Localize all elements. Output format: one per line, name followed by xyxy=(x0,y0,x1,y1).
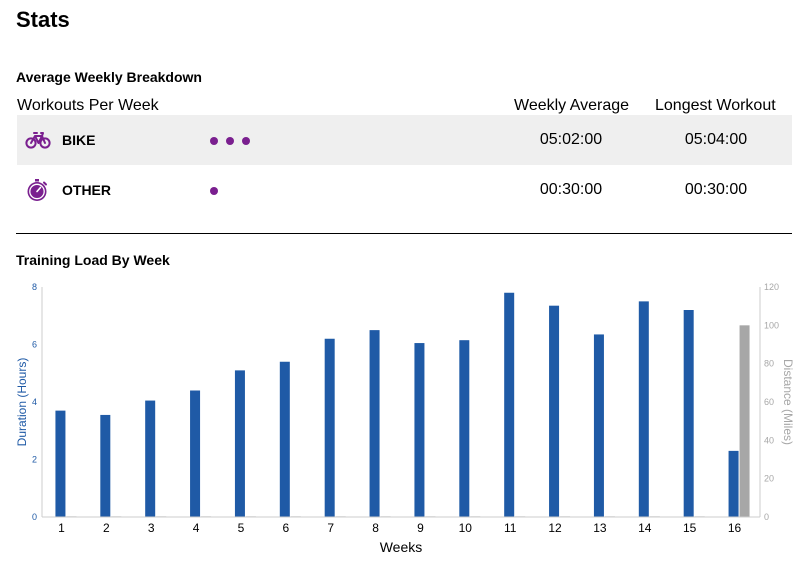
x-tick-label: 11 xyxy=(504,521,517,535)
header-weekly-average: Weekly Average xyxy=(514,97,630,114)
workout-dot xyxy=(210,137,218,145)
breakdown-row-other: OTHER 00:30:00 00:30:00 xyxy=(17,165,792,215)
duration-bar xyxy=(728,450,739,517)
weekly-average-value: 05:02:00 xyxy=(539,131,603,148)
weekly-average-value: 00:30:00 xyxy=(539,181,603,198)
duration-bar xyxy=(190,390,201,517)
x-tick-label: 7 xyxy=(327,521,334,535)
right-tick-label: 40 xyxy=(764,435,774,445)
page-title: Stats xyxy=(16,7,70,32)
left-tick-label: 8 xyxy=(32,282,37,292)
workout-dot xyxy=(242,137,250,145)
x-tick-label: 8 xyxy=(372,521,379,535)
duration-bar xyxy=(100,414,111,517)
duration-bar xyxy=(145,400,156,517)
distance-bar xyxy=(739,325,750,517)
x-tick-label: 6 xyxy=(282,521,289,535)
duration-bar xyxy=(638,301,649,517)
workout-dot xyxy=(210,187,218,195)
chart-title: Training Load By Week xyxy=(16,252,170,268)
duration-bar xyxy=(324,338,335,517)
left-tick-label: 6 xyxy=(32,340,37,350)
duration-bar xyxy=(504,292,515,517)
longest-workout-value: 05:04:00 xyxy=(684,131,748,148)
x-tick-label: 9 xyxy=(417,521,424,535)
x-tick-label: 10 xyxy=(459,521,473,535)
longest-workout-value: 00:30:00 xyxy=(684,181,748,198)
workout-dots xyxy=(210,187,226,197)
right-tick-label: 120 xyxy=(764,282,779,292)
row-label: BIKE xyxy=(62,132,96,148)
x-tick-label: 3 xyxy=(148,521,155,535)
left-tick-label: 2 xyxy=(32,455,37,465)
duration-bar xyxy=(369,330,380,517)
workout-dot xyxy=(226,137,234,145)
x-tick-label: 13 xyxy=(593,521,607,535)
right-tick-label: 100 xyxy=(764,320,779,330)
duration-bar xyxy=(234,370,245,517)
workout-dots xyxy=(210,137,258,147)
x-tick-label: 2 xyxy=(103,521,110,535)
duration-bar xyxy=(683,310,694,517)
training-load-chart: 0 2 4 6 8 Duration (Hours) 0 20 40 60 80 100 120 Dis… xyxy=(15,282,795,555)
right-tick-label: 80 xyxy=(764,359,774,369)
duration-bar xyxy=(593,334,604,517)
duration-bar xyxy=(55,410,66,517)
x-tick-label: 14 xyxy=(638,521,652,535)
x-tick-label: 16 xyxy=(728,521,742,535)
duration-bar xyxy=(414,343,425,517)
right-y-axis: 0 20 40 60 80 100 120 Distance (Miles) xyxy=(759,282,795,522)
bike-icon xyxy=(25,128,51,152)
x-tick-label: 1 xyxy=(58,521,65,535)
x-tick-label: 15 xyxy=(683,521,697,535)
duration-bar xyxy=(549,305,560,517)
breakdown-row-bike: BIKE 05:02:00 05:04:00 xyxy=(17,115,792,165)
x-tick-label: 4 xyxy=(193,521,200,535)
breakdown-title: Average Weekly Breakdown xyxy=(16,69,202,85)
duration-bar xyxy=(279,361,290,517)
section-divider xyxy=(16,233,792,234)
left-tick-label: 4 xyxy=(32,397,37,407)
x-tick-label: 12 xyxy=(548,521,562,535)
duration-bar xyxy=(459,340,470,517)
left-axis-label: Duration (Hours) xyxy=(15,358,29,447)
bars xyxy=(55,292,750,517)
left-y-axis: 0 2 4 6 8 Duration (Hours) xyxy=(15,282,43,522)
x-tick-label: 5 xyxy=(238,521,245,535)
left-tick-label: 0 xyxy=(32,512,37,522)
right-tick-label: 20 xyxy=(764,474,774,484)
x-axis-label: Weeks xyxy=(380,539,423,555)
right-tick-label: 0 xyxy=(764,512,769,522)
header-longest-workout: Longest Workout xyxy=(655,97,776,114)
right-axis-label: Distance (Miles) xyxy=(781,359,795,445)
row-label: OTHER xyxy=(62,182,111,198)
breakdown-header: Workouts Per Week Weekly Average Longest… xyxy=(17,97,792,115)
header-workouts-per-week: Workouts Per Week xyxy=(17,97,159,114)
stopwatch-icon xyxy=(25,178,51,202)
right-tick-label: 60 xyxy=(764,397,774,407)
